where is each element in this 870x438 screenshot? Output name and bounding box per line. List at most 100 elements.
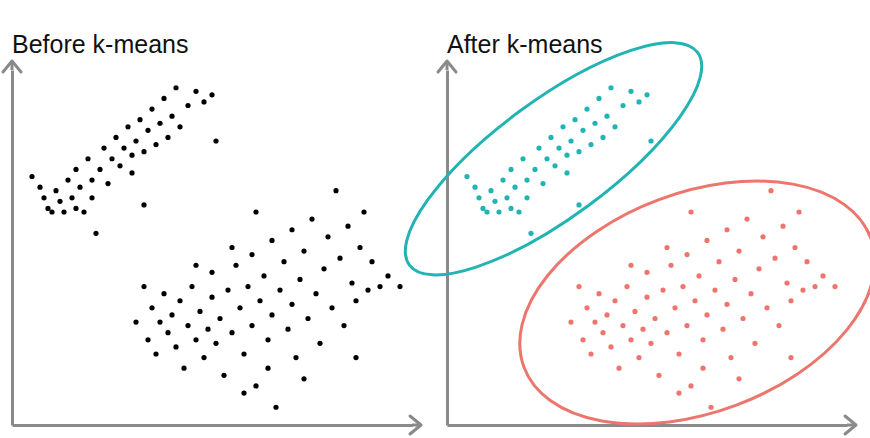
point: [504, 195, 509, 200]
panel: Before k-means: [3, 30, 421, 434]
point: [676, 390, 681, 395]
point: [213, 341, 218, 346]
point: [357, 245, 362, 250]
point: [544, 156, 549, 161]
point: [177, 124, 182, 129]
point: [464, 174, 469, 179]
point: [197, 309, 202, 314]
point: [600, 330, 605, 335]
point: [225, 288, 230, 293]
point: [85, 156, 90, 161]
point-series: [568, 188, 837, 410]
point: [237, 305, 242, 310]
point: [728, 355, 733, 360]
point: [552, 163, 557, 168]
point: [45, 206, 50, 211]
point: [596, 96, 601, 101]
point: [65, 177, 70, 182]
point: [624, 284, 629, 289]
point: [109, 156, 114, 161]
point: [664, 245, 669, 250]
point: [636, 99, 641, 104]
point: [724, 302, 729, 307]
point: [708, 405, 713, 410]
point: [89, 177, 94, 182]
point: [245, 284, 250, 289]
point: [229, 245, 234, 250]
point: [576, 202, 581, 207]
point: [233, 263, 238, 268]
point: [161, 291, 166, 296]
point: [137, 117, 142, 122]
cluster-ellipse: [486, 135, 870, 438]
point: [369, 259, 374, 264]
point: [305, 316, 310, 321]
point: [628, 89, 633, 94]
point: [620, 103, 625, 108]
point: [700, 337, 705, 342]
point: [632, 309, 637, 314]
y-axis: [12, 71, 13, 426]
point: [209, 92, 214, 97]
point: [141, 202, 146, 207]
point: [532, 167, 537, 172]
point: [592, 319, 597, 324]
point: [476, 195, 481, 200]
point: [736, 376, 741, 381]
point: [832, 284, 837, 289]
point: [69, 195, 74, 200]
point: [193, 263, 198, 268]
point: [540, 181, 545, 186]
point: [273, 405, 278, 410]
point: [209, 295, 214, 300]
cluster-ellipse: [375, 6, 732, 312]
point: [660, 288, 665, 293]
point: [349, 280, 354, 285]
point: [249, 252, 254, 257]
point: [616, 366, 621, 371]
point: [740, 316, 745, 321]
point: [556, 146, 561, 151]
point: [612, 124, 617, 129]
x-axis: [13, 425, 413, 426]
points: [464, 85, 837, 410]
point: [736, 248, 741, 253]
point: [508, 167, 513, 172]
point: [173, 85, 178, 90]
point: [548, 135, 553, 140]
point: [89, 195, 94, 200]
point: [153, 351, 158, 356]
point: [173, 344, 178, 349]
point: [165, 330, 170, 335]
point: [153, 142, 158, 147]
point: [329, 305, 334, 310]
point: [668, 263, 673, 268]
point: [564, 153, 569, 158]
point: [528, 231, 533, 236]
point: [704, 238, 709, 243]
point: [293, 355, 298, 360]
point: [157, 319, 162, 324]
point: [97, 167, 102, 172]
point: [524, 177, 529, 182]
y-axis-arrow: [438, 61, 456, 72]
point: [488, 188, 493, 193]
point: [193, 89, 198, 94]
point: [205, 327, 210, 332]
point: [377, 284, 382, 289]
point: [580, 128, 585, 133]
point: [169, 114, 174, 119]
point: [568, 138, 573, 143]
point: [644, 295, 649, 300]
x-axis-arrow: [845, 416, 856, 434]
point: [788, 355, 793, 360]
point: [189, 284, 194, 289]
point: [688, 209, 693, 214]
point: [301, 248, 306, 253]
point: [125, 124, 130, 129]
point: [492, 199, 497, 204]
point: [748, 291, 753, 296]
point: [536, 146, 541, 151]
point: [792, 245, 797, 250]
point: [652, 316, 657, 321]
